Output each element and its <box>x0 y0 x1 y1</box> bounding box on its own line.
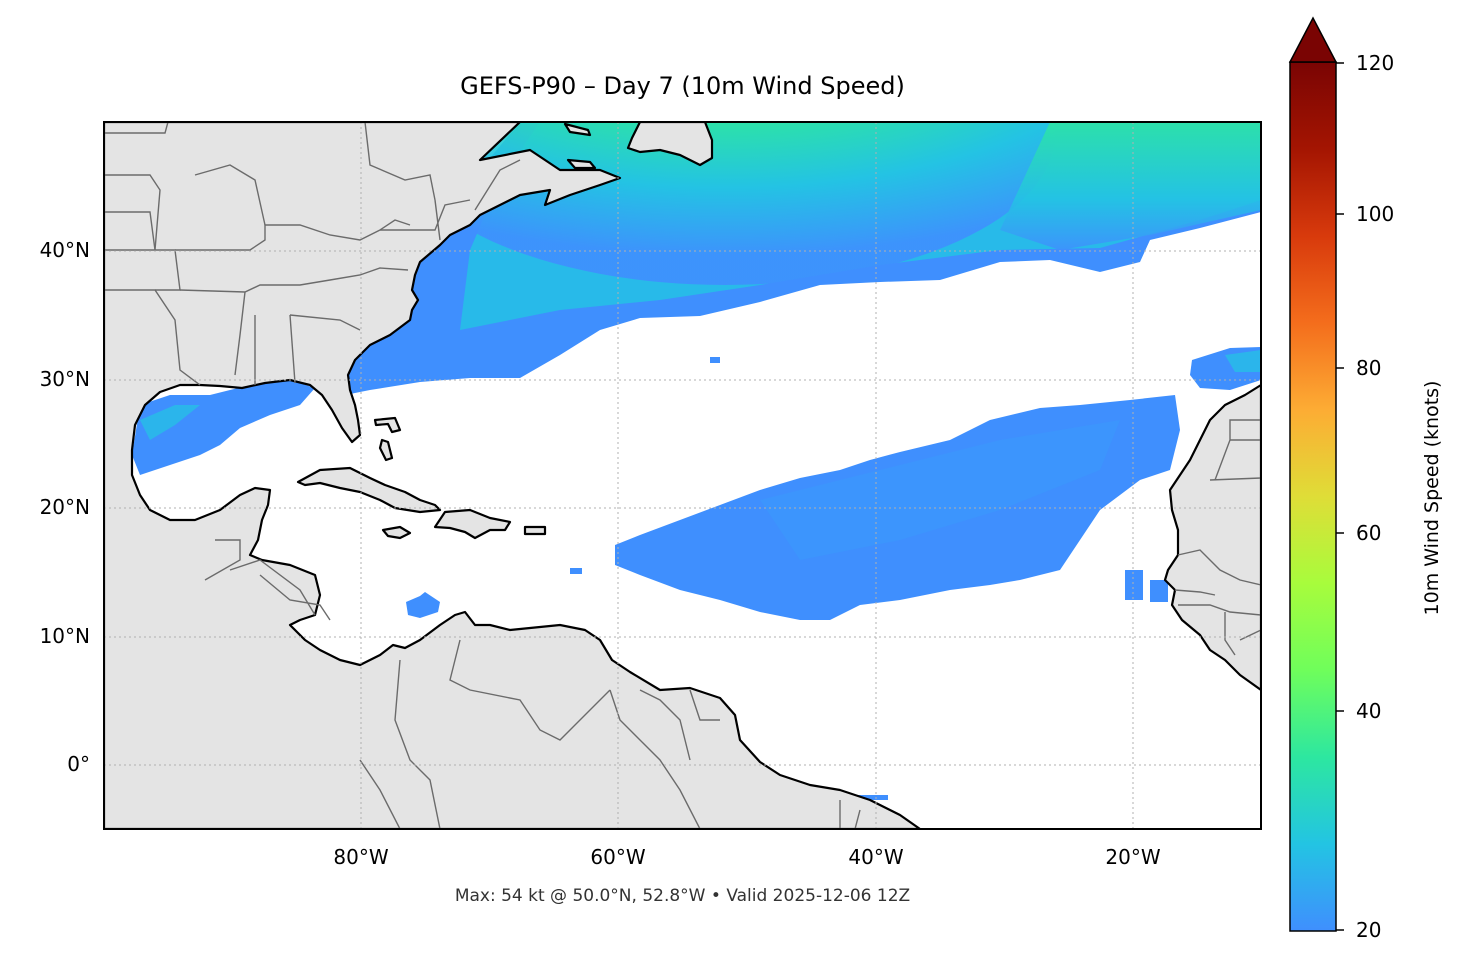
jamaica <box>381 525 412 540</box>
north-america <box>104 122 922 829</box>
map-area[interactable] <box>104 0 1261 829</box>
puerto-rico <box>523 525 547 536</box>
lat-label-0: 0° <box>67 752 90 776</box>
colorbar-extend-arrow <box>1288 16 1338 63</box>
colorbar-tick-20: 20 <box>1356 918 1382 942</box>
newfoundland <box>626 122 714 167</box>
colorbar-tick-80: 80 <box>1356 356 1382 380</box>
colorbar-gradient <box>1289 61 1337 932</box>
colorbar-ticks <box>1336 62 1344 931</box>
lat-label-20n: 20°N <box>39 495 90 519</box>
hispaniola <box>433 508 512 540</box>
west-africa <box>1163 383 1261 692</box>
colorbar <box>1288 16 1344 932</box>
lat-label-40n: 40°N <box>39 238 90 262</box>
lat-label-10n: 10°N <box>39 624 90 648</box>
map-frame <box>103 121 1262 830</box>
colorbar-tick-120: 120 <box>1356 51 1395 75</box>
lat-label-30n: 30°N <box>39 367 90 391</box>
lon-label-60w: 60°W <box>590 845 646 869</box>
land-masses <box>104 122 1261 829</box>
max-valid-caption: Max: 54 kt @ 50.0°N, 52.8°W • Valid 2025… <box>454 886 911 906</box>
map-title: GEFS-P90 – Day 7 (10m Wind Speed) <box>460 72 905 100</box>
bahamas <box>373 416 402 434</box>
cuba <box>296 466 442 514</box>
political-borders <box>104 122 1261 829</box>
colorbar-title: 10m Wind Speed (knots) <box>1421 380 1443 616</box>
colorbar-tick-100: 100 <box>1356 202 1395 226</box>
lon-label-40w: 40°W <box>848 845 904 869</box>
colorbar-tick-40: 40 <box>1356 699 1382 723</box>
lon-label-20w: 20°W <box>1105 845 1161 869</box>
colorbar-tick-60: 60 <box>1356 521 1382 545</box>
lon-label-80w: 80°W <box>333 845 389 869</box>
